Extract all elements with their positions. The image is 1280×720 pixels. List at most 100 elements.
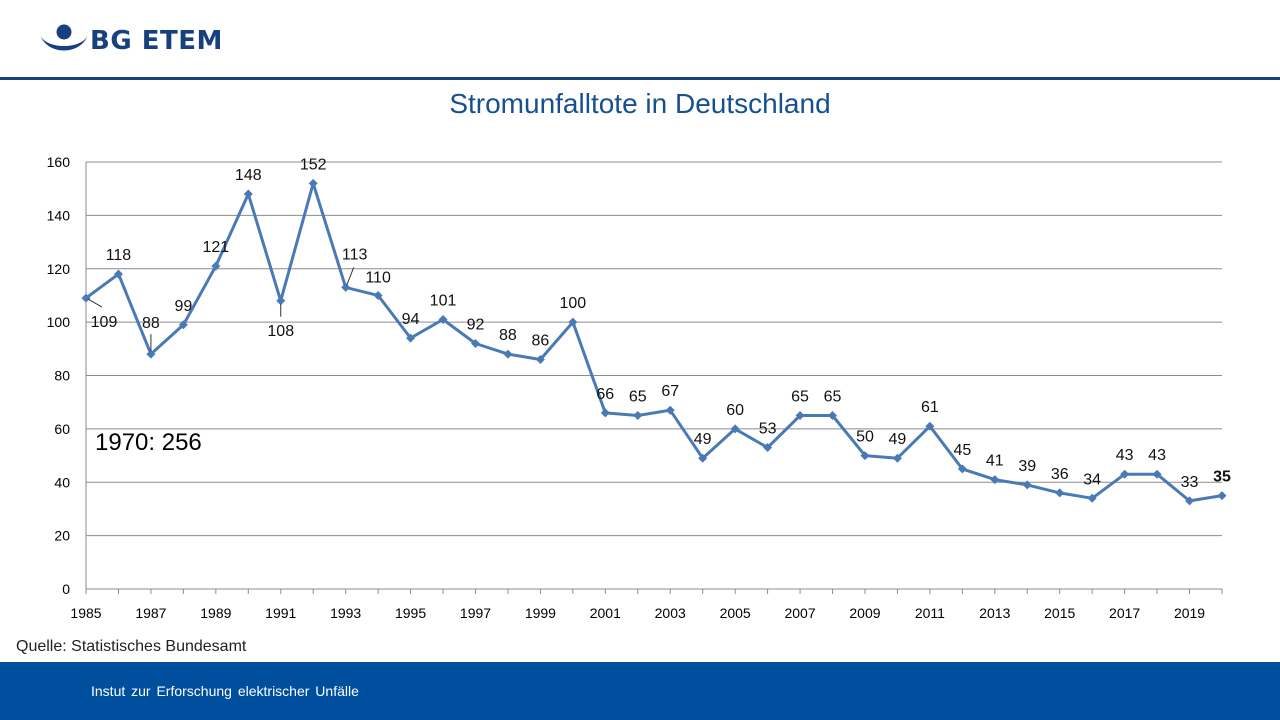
logo-text: BG ETEM [90, 26, 223, 56]
data-label: 118 [106, 247, 132, 264]
data-label: 110 [365, 269, 391, 286]
data-point [600, 408, 610, 418]
x-tick-label: 1989 [200, 605, 231, 621]
label-leader-line [346, 267, 355, 286]
data-label: 49 [889, 431, 907, 448]
data-label: 41 [986, 453, 1004, 470]
series-line-path [85, 181, 1223, 503]
data-label: 33 [1181, 474, 1199, 491]
data-point [990, 475, 1000, 485]
data-label: 43 [1116, 447, 1134, 464]
data-label: 66 [596, 386, 614, 403]
line-chart: 0 20 40 60 80 100 120 140 160 1985 1987 1989 1991 199… [47, 154, 1231, 621]
y-tick-label: 80 [54, 368, 70, 384]
x-tick-label: 2019 [1174, 605, 1205, 621]
y-tick-label: 160 [47, 154, 71, 170]
data-point [568, 317, 578, 327]
data-point [535, 354, 545, 364]
data-point [1055, 488, 1065, 498]
data-point [113, 269, 123, 279]
data-point [341, 282, 351, 292]
x-tick-label: 2011 [915, 605, 945, 621]
data-point [1185, 496, 1195, 506]
annotation-1970: 1970: 256 [95, 429, 202, 456]
x-tick-label: 1985 [70, 605, 101, 621]
data-point [503, 349, 513, 359]
data-point [1120, 469, 1130, 479]
data-label: 35 [1213, 469, 1231, 486]
data-point [308, 178, 318, 188]
data-point [1152, 469, 1162, 479]
x-tick-label: 2015 [1044, 605, 1075, 621]
data-label: 88 [142, 315, 160, 332]
data-label: 121 [202, 239, 229, 256]
data-label: 109 [91, 314, 118, 331]
axes [85, 162, 1223, 594]
x-tick-label: 2005 [720, 605, 751, 621]
data-point [698, 453, 708, 463]
data-point [925, 421, 935, 431]
data-label: 65 [791, 389, 809, 406]
data-label: 36 [1051, 466, 1069, 483]
data-point [957, 464, 967, 474]
data-label: 65 [824, 389, 842, 406]
logo-emblem-icon [40, 24, 88, 51]
data-label: 88 [499, 327, 517, 344]
data-label: 101 [430, 292, 457, 309]
data-label: 53 [759, 421, 777, 438]
data-point [1022, 480, 1032, 490]
data-label: 50 [856, 429, 874, 446]
data-point [860, 451, 870, 461]
x-tick-label: 1991 [265, 605, 296, 621]
data-point [892, 453, 902, 463]
data-point [633, 411, 643, 421]
bg-etem-logo[interactable]: BG ETEM [40, 24, 240, 64]
data-label: 86 [532, 332, 550, 349]
data-point [178, 320, 188, 330]
tick-labels: 0 20 40 60 80 100 120 140 160 1985 1987 1989 1991 199… [47, 154, 1206, 621]
data-label: 60 [726, 402, 744, 419]
x-tick-label: 1987 [135, 605, 166, 621]
data-point [243, 189, 253, 199]
y-tick-label: 120 [47, 261, 71, 277]
header-divider [0, 77, 1280, 80]
data-point [1087, 493, 1097, 503]
data-point [795, 411, 805, 421]
data-point [470, 338, 480, 348]
gridlines [86, 161, 1222, 537]
data-label: 100 [560, 295, 587, 312]
footer-bar: Instut zur Erforschung elektrischer Unfä… [0, 662, 1280, 720]
data-label: 65 [629, 389, 647, 406]
y-tick-label: 60 [54, 421, 70, 437]
data-point [730, 424, 740, 434]
x-tick-label: 1999 [525, 605, 556, 621]
data-labels: 109 118 88 99 121 148 108 152 113 110 94 101 92 88 86 1… [87, 156, 1231, 491]
data-point [146, 349, 156, 359]
data-label: 61 [921, 399, 939, 416]
y-tick-label: 40 [54, 474, 70, 490]
chart-title: Stromunfalltote in Deutschland [449, 88, 831, 119]
footer-text: Instut zur Erforschung elektrischer Unfä… [91, 683, 359, 699]
data-point [438, 314, 448, 324]
y-tick-label: 100 [47, 314, 71, 330]
data-label: 43 [1148, 447, 1166, 464]
data-point [763, 443, 773, 453]
data-label: 39 [1018, 458, 1036, 475]
data-label: 113 [342, 246, 368, 263]
data-label: 148 [235, 167, 262, 184]
data-label: 99 [174, 298, 192, 315]
data-point [276, 296, 286, 306]
data-point [373, 290, 383, 300]
data-point [81, 293, 91, 303]
data-label: 108 [267, 323, 294, 340]
data-label: 152 [300, 156, 327, 173]
x-tick-label: 1995 [395, 605, 426, 621]
x-tick-label: 2013 [979, 605, 1010, 621]
y-tick-label: 0 [62, 581, 70, 597]
data-label: 94 [402, 311, 420, 328]
x-tick-label: 2003 [655, 605, 686, 621]
x-tick-label: 2001 [590, 605, 621, 621]
data-point [1217, 491, 1227, 501]
data-label: 34 [1083, 471, 1101, 488]
label-leader-line [87, 298, 103, 308]
